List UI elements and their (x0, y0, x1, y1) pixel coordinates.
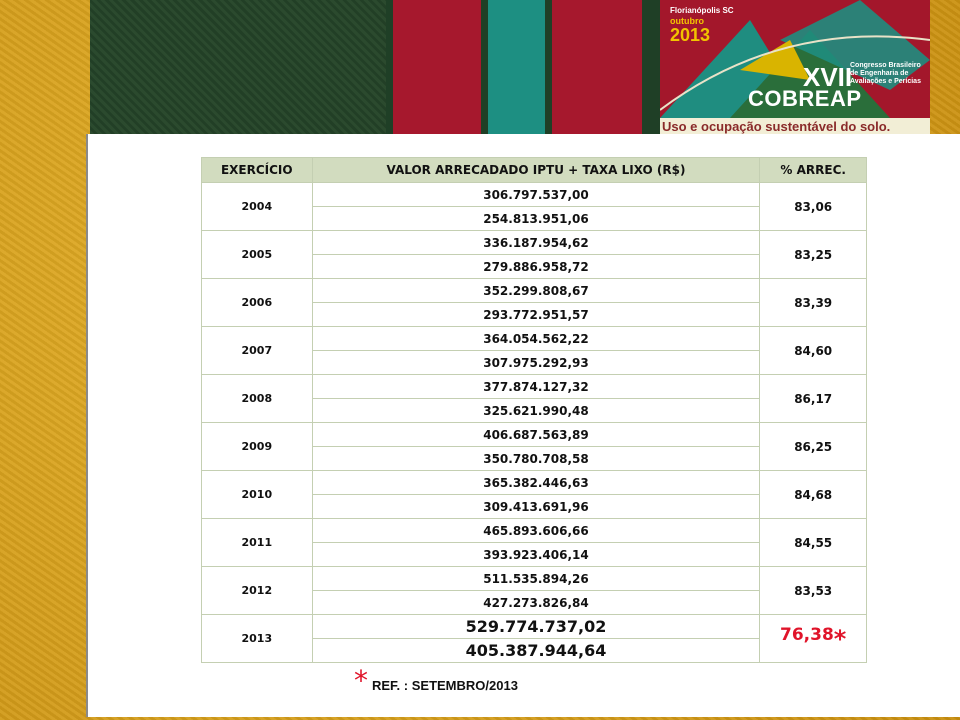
header-year: EXERCÍCIO (201, 157, 313, 183)
value-cell: 405.387.944,64 (311, 638, 761, 663)
logo-graphic (660, 0, 930, 118)
header-banner: Florianópolis SC outubro 2013 XVII COBRE… (90, 0, 930, 134)
pct-cell: 83,39 (759, 278, 867, 327)
table-header-row: EXERCÍCIO VALOR ARRECADADO IPTU + TAXA L… (201, 157, 867, 183)
pct-value: 83,53 (794, 583, 833, 598)
value-cell: 309.413.691,96 (311, 494, 761, 519)
table-row: 2010 365.382.446,63 84,68 (201, 470, 867, 519)
pct-value: 83,39 (794, 295, 833, 310)
pct-cell: 86,17 (759, 374, 867, 423)
pct-cell: 84,68 (759, 470, 867, 519)
table-row: 2004 306.797.537,00 83,06 (201, 182, 867, 231)
value-cell: 350.780.708,58 (311, 446, 761, 471)
table-row: 309.413.691,96 (202, 494, 867, 519)
year-cell: 2004 (201, 182, 313, 231)
value-cell: 529.774.737,02 (311, 614, 761, 639)
value-cell: 352.299.808,67 (311, 278, 761, 303)
value-cell: 511.535.894,26 (311, 566, 761, 591)
pct-cell: 76,38* (759, 614, 867, 663)
year-cell: 2010 (201, 470, 313, 519)
content-panel: EXERCÍCIO VALOR ARRECADADO IPTU + TAXA L… (86, 134, 960, 717)
table-row: 350.780.708,58 (202, 446, 867, 471)
year-cell: 2009 (201, 422, 313, 471)
pct-cell: 84,60 (759, 326, 867, 375)
pct-value: 84,60 (794, 343, 833, 358)
value-cell: 307.975.292,93 (311, 350, 761, 375)
table-row: 405.387.944,64 (202, 638, 867, 663)
red-panel-2 (552, 0, 642, 134)
footnote-text: REF. : SETEMBRO/2013 (372, 678, 518, 693)
pct-cell: 83,53 (759, 566, 867, 615)
value-cell: 279.886.958,72 (311, 254, 761, 279)
pct-value: 83,25 (794, 247, 833, 262)
table-row: 2009 406.687.563,89 86,25 (201, 422, 867, 471)
header-value: VALOR ARRECADADO IPTU + TAXA LIXO (R$) (311, 157, 761, 183)
table-row: 393.923.406,14 (202, 542, 867, 567)
table-row: 279.886.958,72 (202, 254, 867, 279)
logo-city: Florianópolis SC (670, 6, 734, 15)
value-cell: 306.797.537,00 (311, 182, 761, 207)
table-row: 2013 529.774.737,02 76,38* (201, 614, 867, 663)
year-cell: 2008 (201, 374, 313, 423)
pct-value: 84,55 (794, 535, 833, 550)
logo-year: 2013 (670, 25, 711, 45)
year-cell: 2012 (201, 566, 313, 615)
table-body: 2004 306.797.537,00 83,06 254.813.951,06 200… (201, 182, 867, 663)
year-cell: 2007 (201, 326, 313, 375)
table-row: 2007 364.054.562,22 84,60 (201, 326, 867, 375)
table-row: 2005 336.187.954,62 83,25 (201, 230, 867, 279)
table-row: 2008 377.874.127,32 86,17 (201, 374, 867, 423)
pct-value: 86,25 (794, 439, 833, 454)
pct-value: 84,68 (794, 487, 833, 502)
value-cell: 293.772.951,57 (311, 302, 761, 327)
logo-edition: XVII (803, 62, 853, 92)
value-cell: 427.273.826,84 (311, 590, 761, 615)
pct-cell: 86,25 (759, 422, 867, 471)
value-cell: 365.382.446,63 (311, 470, 761, 495)
value-cell: 364.054.562,22 (311, 326, 761, 351)
pct-cell: 83,06 (759, 182, 867, 231)
pct-cell: 84,55 (759, 518, 867, 567)
revenue-table: EXERCÍCIO VALOR ARRECADADO IPTU + TAXA L… (201, 157, 867, 663)
table-row: 2006 352.299.808,67 83,39 (201, 278, 867, 327)
value-cell: 377.874.127,32 (311, 374, 761, 399)
footnote: * REF. : SETEMBRO/2013 (354, 664, 518, 697)
year-cell: 2013 (201, 614, 313, 663)
teal-panel (488, 0, 545, 134)
year-cell: 2005 (201, 230, 313, 279)
pct-value: 86,17 (794, 391, 833, 406)
pct-value: 76,38 (780, 624, 834, 645)
year-cell: 2011 (201, 518, 313, 567)
green-panel (90, 0, 386, 134)
table-row: 2011 465.893.606,66 84,55 (201, 518, 867, 567)
header-pct: % ARREC. (759, 157, 867, 183)
cobreap-logo: Florianópolis SC outubro 2013 XVII COBRE… (660, 0, 930, 134)
pct-value: 83,06 (794, 199, 833, 214)
value-cell: 465.893.606,66 (311, 518, 761, 543)
logo-month: outubro (670, 16, 704, 26)
year-cell: 2006 (201, 278, 313, 327)
value-cell: 254.813.951,06 (311, 206, 761, 231)
logo-name: COBREAP (748, 86, 862, 111)
table-row: 2012 511.535.894,26 83,53 (201, 566, 867, 615)
red-panel (393, 0, 481, 134)
logo-tagline: Uso e ocupação sustentável do solo. (662, 119, 891, 134)
footnote-mark: * (354, 664, 368, 697)
logo-description: Congresso Brasileiro de Engenharia de Av… (850, 62, 921, 85)
value-cell: 406.687.563,89 (311, 422, 761, 447)
value-cell: 336.187.954,62 (311, 230, 761, 255)
footnote-mark-inline: * (833, 624, 847, 653)
value-cell: 393.923.406,14 (311, 542, 761, 567)
pct-cell: 83,25 (759, 230, 867, 279)
value-cell: 325.621.990,48 (311, 398, 761, 423)
